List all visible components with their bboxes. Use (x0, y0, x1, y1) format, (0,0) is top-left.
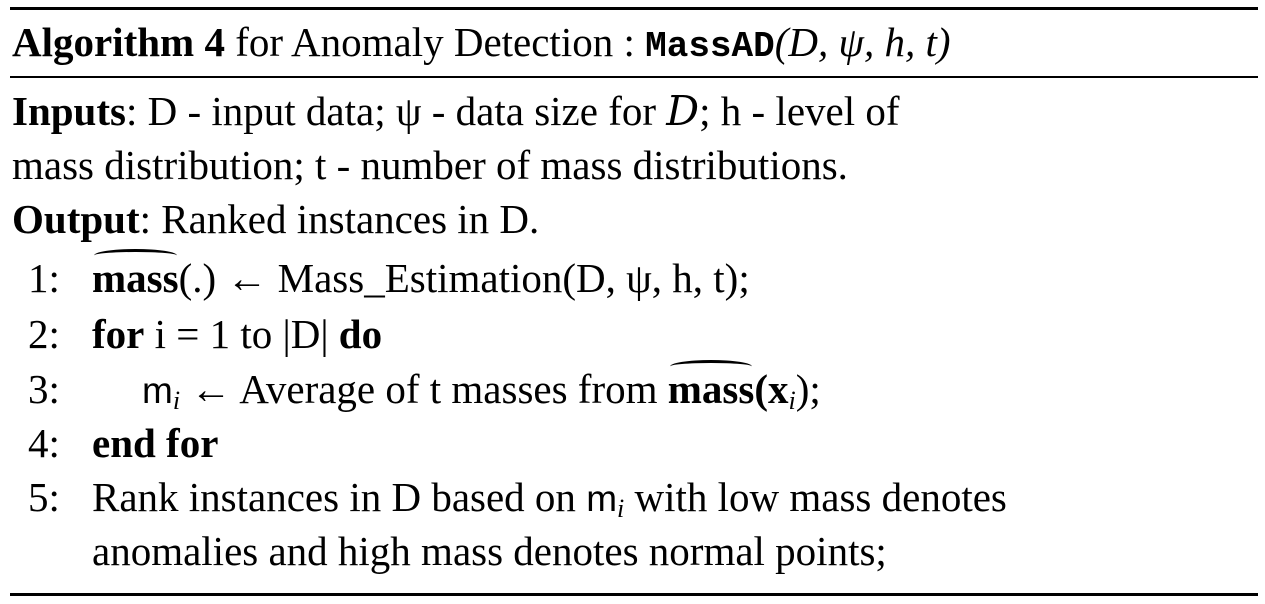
inputs-cal-d: D (666, 87, 700, 135)
function-name: MassAD (645, 26, 775, 67)
mass-arg: (x (754, 366, 789, 412)
step-3: 3: mi ← Average of t masses from mass(xi)… (28, 360, 821, 414)
keyword-end-for: end for (92, 420, 219, 466)
output-label: Output (12, 196, 140, 242)
mass-hat: mass (92, 249, 179, 301)
mass-hat: mass (667, 360, 755, 412)
step-5-continued: anomalies and high mass denotes normal p… (92, 528, 887, 574)
step-5: 5: Rank instances in D based on mi with l… (28, 474, 1007, 522)
mass-var: m (586, 478, 618, 519)
bottom-rule (10, 593, 1258, 596)
header-rule (10, 76, 1258, 78)
algorithm-title: Algorithm 4 for Anomaly Detection : Mass… (12, 22, 951, 65)
inputs-text-1b: ; h - level of (699, 88, 900, 134)
mass-var-sub: i (617, 494, 625, 523)
mass-arg-sub: i (788, 386, 796, 415)
step-2: 2: for i = 1 to |D| do (28, 314, 382, 355)
keyword-for: for (92, 311, 145, 357)
step-text: (.) ← Mass_Estimation(D, ψ, h, t); (178, 255, 750, 301)
algorithm-label: Algorithm 4 (12, 19, 225, 65)
inputs-line-2: mass distribution; t - number of mass di… (12, 142, 848, 188)
top-rule (10, 7, 1258, 10)
output-text: : Ranked instances in D. (139, 196, 540, 242)
step-number: 2: (28, 311, 60, 357)
mass-var-sub: i (172, 386, 181, 415)
output-line: Output: Ranked instances in D. (12, 199, 539, 240)
inputs-line-1: Inputs: D - input data; ψ - data size fo… (12, 91, 900, 132)
step-number: 3: (28, 366, 60, 412)
step-number: 1: (28, 255, 60, 301)
keyword-do: do (338, 311, 383, 357)
mass-var: m (142, 370, 173, 411)
step-text: ← Average of t masses from (180, 366, 668, 412)
step-text: i = 1 to |D| (144, 311, 339, 357)
step-number: 4: (28, 420, 60, 466)
inputs-label: Inputs (12, 88, 126, 134)
step-end: ); (795, 366, 821, 412)
step-number: 5: (28, 474, 60, 520)
function-args: (D, ψ, h, t) (774, 19, 951, 65)
step-4: 4: end for (28, 423, 218, 464)
step-1: 1: mass(.) ← Mass_Estimation(D, ψ, h, t); (28, 249, 750, 301)
algorithm-description: for Anomaly Detection : (224, 19, 646, 65)
step-text-2: with low mass denotes (624, 474, 1007, 520)
inputs-text-1: : D - input data; ψ - data size for (125, 88, 667, 134)
step-text-1: Rank instances in D based on (92, 474, 587, 520)
